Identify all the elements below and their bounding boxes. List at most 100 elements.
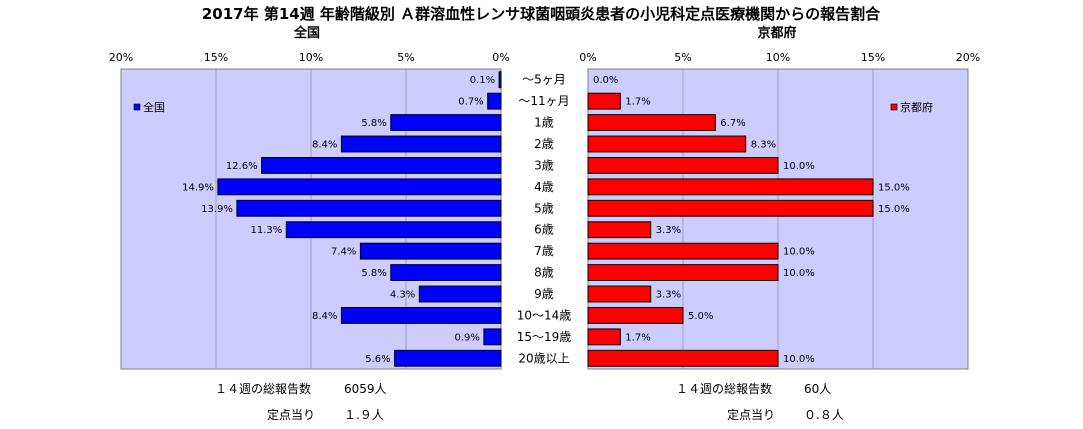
- data-labels: 0.1% 0.0% 0.7% 1.7% 5.8% 6.7% 8.4% 8.3% 12.6% 10.…: [182, 75, 910, 365]
- data-label-national: 8.4%: [312, 140, 337, 151]
- legend-kyoto-label: 京都府: [900, 100, 933, 114]
- bar-kyoto: [587, 349, 779, 367]
- data-label-kyoto: 3.3%: [656, 290, 681, 301]
- data-label-kyoto: 6.7%: [720, 118, 745, 129]
- category-label: 2歳: [534, 137, 554, 151]
- x-tick-label: 20%: [956, 51, 980, 64]
- category-label: ～5ヶ月: [522, 73, 566, 87]
- category-label: 9歳: [534, 287, 554, 301]
- footer-kyoto-total-label: １４週の総報告数: [676, 381, 772, 396]
- category-label: 15～19歳: [517, 330, 572, 344]
- bar-kyoto: [587, 178, 874, 196]
- category-label: 5歳: [534, 201, 554, 215]
- bar-national: [340, 135, 502, 153]
- bar-national: [261, 157, 502, 174]
- footer-national-total-value: 6059人: [344, 382, 387, 396]
- data-label-national: 12.6%: [226, 161, 258, 172]
- data-label-kyoto: 5.0%: [688, 311, 713, 322]
- data-label-national: 5.8%: [361, 268, 386, 279]
- data-label-kyoto: 10.0%: [783, 354, 815, 365]
- data-label-kyoto: 3.3%: [656, 225, 681, 236]
- data-label-national: 14.9%: [182, 182, 214, 193]
- x-tick-label: 10%: [299, 51, 323, 64]
- bar-kyoto: [587, 242, 779, 260]
- x-tick-label: 0%: [579, 51, 596, 64]
- bar-kyoto: [587, 92, 621, 110]
- footer-national-total-label: １４週の総報告数: [215, 381, 311, 396]
- x-tick-label: 5%: [674, 51, 691, 64]
- data-label-national: 5.6%: [365, 354, 390, 365]
- legend-national: 全国: [133, 100, 165, 114]
- data-label-kyoto: 15.0%: [878, 182, 910, 193]
- data-label-national: 7.4%: [331, 247, 356, 258]
- x-tick-label: 20%: [109, 51, 133, 64]
- footer-kyoto-per-value: ０.８人: [804, 408, 844, 422]
- footer-kyoto-total-value: 60人: [804, 382, 831, 396]
- data-label-kyoto: 0.0%: [593, 75, 618, 86]
- bar-national: [217, 178, 502, 196]
- data-label-national: 0.9%: [454, 332, 479, 343]
- bar-national: [394, 349, 502, 367]
- left-panel-title: 全国: [293, 25, 320, 41]
- bar-kyoto: [587, 264, 779, 281]
- bar-national: [487, 92, 502, 110]
- bar-national: [359, 242, 502, 260]
- data-label-kyoto: 10.0%: [783, 161, 815, 172]
- x-tick-label: 5%: [397, 51, 414, 64]
- x-tick-label: 15%: [861, 51, 885, 64]
- axis-ticks: 20% 15% 10% 5% 0% 0% 5% 10% 15% 20%: [109, 51, 980, 64]
- x-tick-label: 15%: [204, 51, 228, 64]
- data-label-national: 13.9%: [201, 204, 233, 215]
- bar-kyoto: [587, 285, 652, 303]
- footer-national-per-label: 定点当り: [267, 407, 315, 422]
- data-label-national: 4.3%: [390, 290, 415, 301]
- data-label-kyoto: 10.0%: [783, 247, 815, 258]
- bar-national: [390, 114, 502, 132]
- bar-kyoto: [587, 199, 874, 217]
- legend-kyoto-swatch: [890, 103, 898, 111]
- category-label: ～11ヶ月: [518, 94, 569, 108]
- category-label: 3歳: [534, 158, 554, 172]
- category-label: 20歳以上: [518, 351, 569, 365]
- bar-national: [390, 264, 502, 281]
- bar-national: [340, 307, 502, 324]
- category-label: 7歳: [534, 244, 554, 258]
- bar-national: [236, 199, 502, 217]
- data-label-kyoto: 8.3%: [751, 140, 776, 151]
- data-label-kyoto: 10.0%: [783, 268, 815, 279]
- chart-title: 2017年 第14週 年齢階級別 Ａ群溶血性レンサ球菌咽頭炎患者の小児科定点医療…: [202, 5, 881, 23]
- x-tick-label: 10%: [766, 51, 790, 64]
- category-label: 1歳: [534, 116, 554, 130]
- data-label-kyoto: 15.0%: [878, 204, 910, 215]
- category-label: 4歳: [534, 180, 554, 194]
- data-label-national: 11.3%: [251, 225, 283, 236]
- category-label: 10～14歳: [517, 308, 572, 322]
- data-label-national: 5.8%: [361, 118, 386, 129]
- footer-kyoto-per-label: 定点当り: [727, 407, 775, 422]
- legend-national-swatch: [133, 103, 141, 111]
- bar-kyoto: [587, 221, 652, 239]
- category-label: 8歳: [534, 266, 554, 280]
- bar-kyoto: [587, 307, 684, 324]
- legend-national-label: 全国: [143, 100, 165, 114]
- data-label-national: 8.4%: [312, 311, 337, 322]
- x-tick-label: 0%: [492, 51, 509, 64]
- bar-kyoto: [587, 135, 747, 153]
- bar-kyoto: [587, 328, 621, 346]
- bar-national: [418, 285, 502, 303]
- bar-kyoto: [587, 157, 779, 174]
- footer-national-per-value: １.９人: [344, 408, 384, 422]
- data-label-national: 0.1%: [470, 75, 495, 86]
- data-label-kyoto: 1.7%: [625, 332, 650, 343]
- bar-national: [285, 221, 502, 239]
- data-label-national: 0.7%: [458, 97, 483, 108]
- bar-national: [498, 71, 502, 89]
- bar-kyoto: [587, 114, 716, 132]
- bars: [217, 71, 874, 367]
- bar-national: [483, 328, 502, 346]
- category-label: 6歳: [534, 223, 554, 237]
- legend-kyoto: 京都府: [890, 100, 933, 114]
- right-panel-title: 京都府: [757, 25, 796, 41]
- data-label-kyoto: 1.7%: [625, 97, 650, 108]
